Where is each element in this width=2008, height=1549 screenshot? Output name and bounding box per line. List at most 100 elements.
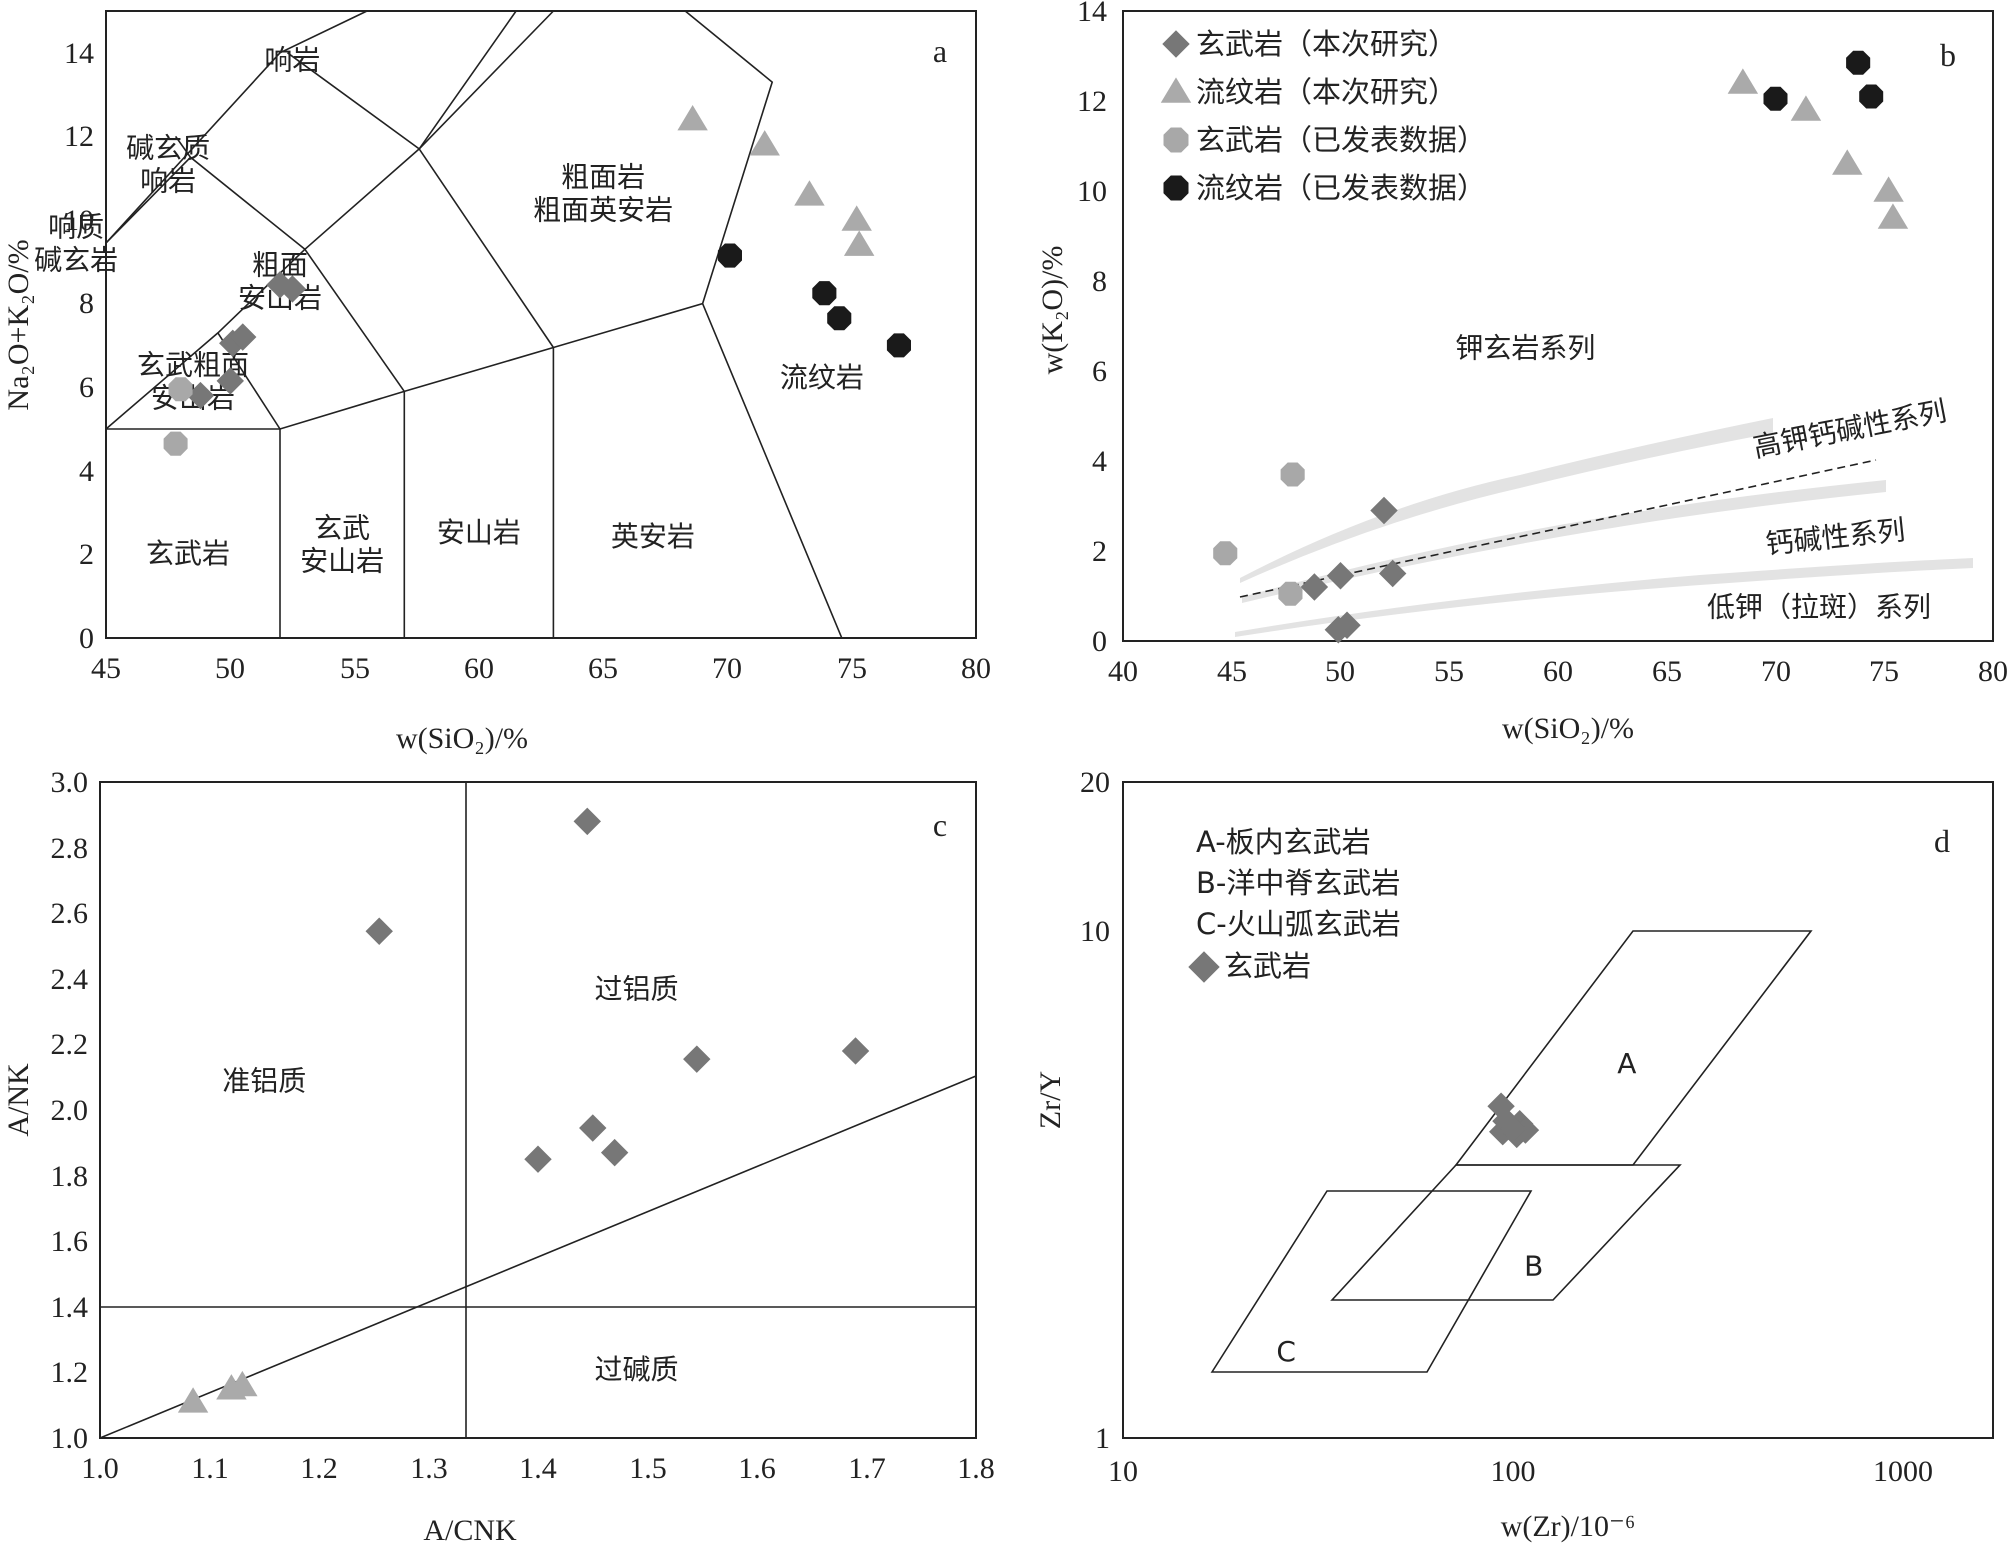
panel-c-y-tick: 2.4 xyxy=(51,963,89,996)
panel-d-x-tick: 100 xyxy=(1491,1455,1536,1488)
rhyolite-triangle-point xyxy=(1727,68,1759,94)
boundary-band-high-k xyxy=(1240,418,1773,583)
panel-a-label: a xyxy=(933,33,947,69)
panel-b-x-tick: 45 xyxy=(1217,655,1247,688)
panel-d-y-tick: 10 xyxy=(1080,915,1110,948)
region-label: 安山岩 xyxy=(300,545,384,578)
panel-d-x-axis-label: w(Zr)/10⁻⁶ xyxy=(1501,1510,1636,1543)
panel-b-x-tick: 50 xyxy=(1325,655,1355,688)
basalt-diamond-point xyxy=(365,917,393,945)
octagon-point xyxy=(886,333,911,358)
legend-label: 玄武岩（本次研究） xyxy=(1196,27,1457,61)
panel-d-x-tick: 10 xyxy=(1108,1455,1138,1488)
octagon-point xyxy=(1278,581,1303,606)
panel-b-y-axis-label: w(K₂O)/% xyxy=(1036,246,1069,375)
octagon-point xyxy=(1213,541,1238,566)
rhyolite-triangle-point xyxy=(677,105,708,131)
basalt-diamond-point xyxy=(524,1145,552,1173)
basalt-diamond-point xyxy=(600,1138,629,1167)
panel-c-x-tick: 1.2 xyxy=(300,1452,338,1485)
panel-b-y-tick: 2 xyxy=(1092,535,1107,568)
panel-b-y-tick: 6 xyxy=(1092,355,1107,388)
panel-a-x-tick: 55 xyxy=(340,652,370,685)
panel-c-label: c xyxy=(933,807,947,843)
panel-b-y-tick: 8 xyxy=(1092,265,1107,298)
legend-marker xyxy=(1163,175,1189,201)
rhyolite-triangle-point xyxy=(1877,203,1909,229)
panel-c-x-tick: 1.7 xyxy=(848,1452,886,1485)
panel-c-y-axis-label: A/NK xyxy=(2,1063,35,1137)
basalt-diamond-point xyxy=(579,1114,607,1142)
panel-a-y-tick: 14 xyxy=(64,37,94,70)
panel-d-label: d xyxy=(1934,823,1950,859)
panel-a-x-tick: 65 xyxy=(588,652,618,685)
legend-marker xyxy=(1162,30,1190,58)
panel-b-x-tick: 70 xyxy=(1761,655,1791,688)
panel-b-legend: 玄武岩（本次研究） 流纹岩（本次研究） 玄武岩（已发表数据） 流纹岩（已发表数据… xyxy=(1160,27,1486,205)
basalt-diamond-point xyxy=(1326,562,1355,590)
region-label: A xyxy=(1617,1047,1636,1080)
field-boundary-line xyxy=(418,148,555,348)
panel-d-y-tick: 20 xyxy=(1080,766,1110,799)
boundary-band-calc-alkaline xyxy=(1242,480,1886,603)
region-label: 安山岩 xyxy=(437,516,521,549)
alumina-saturation-boundaries xyxy=(99,782,977,1439)
panel-c-x-tick: 1.0 xyxy=(81,1452,119,1485)
panel-a-region-labels: 响岩碱玄质响岩响质碱玄岩粗面岩粗面英安岩粗面安山岩玄武粗面安山岩流纹岩玄武岩玄武… xyxy=(34,44,864,578)
panel-d-y-axis-label: Zr/Y xyxy=(1034,1071,1067,1129)
panel-a-y-tick: 6 xyxy=(79,371,94,404)
panel-b-frame xyxy=(1122,10,1994,642)
field-boundary-line xyxy=(106,302,843,639)
rhyolite-triangle-point xyxy=(1790,95,1822,121)
legend-marker xyxy=(1163,127,1189,153)
octagon-point xyxy=(1763,86,1788,111)
region-label: C xyxy=(1276,1335,1296,1368)
panel-b-y-tick: 14 xyxy=(1077,0,1107,28)
octagon-point xyxy=(1280,462,1305,487)
region-label: 过铝质 xyxy=(595,972,679,1005)
panel-c-y-tick: 1.4 xyxy=(51,1291,89,1324)
panel-b-x-tick: 80 xyxy=(1978,655,2008,688)
field-boundary-line xyxy=(684,10,774,304)
basalt-diamond-point xyxy=(683,1045,711,1073)
panel-b: 40 45 50 55 60 65 70 75 80 0 2 4 6 8 10 … xyxy=(1036,0,2008,745)
basalt-diamond-point xyxy=(841,1037,870,1065)
panel-b-x-ticks: 40 45 50 55 60 65 70 75 80 xyxy=(1108,655,2008,688)
panel-b-data-points xyxy=(1213,50,1909,644)
field-boundary-line xyxy=(174,135,306,250)
field-c-volcanic-arc xyxy=(1210,1190,1533,1373)
panel-b-y-tick: 4 xyxy=(1092,445,1107,478)
panel-d-region-labels: A B C xyxy=(1276,1047,1636,1368)
rhyolite-triangle-point xyxy=(1873,176,1904,202)
field-boundary-line xyxy=(105,156,192,244)
panel-c-y-tick: 1.8 xyxy=(51,1160,89,1193)
basalt-diamond-point xyxy=(1378,559,1407,588)
region-label: 英安岩 xyxy=(611,520,695,553)
rhyolite-triangle-point xyxy=(177,1387,209,1413)
panel-a-x-tick: 50 xyxy=(215,652,245,685)
legend-marker xyxy=(1160,77,1192,103)
octagon-point xyxy=(717,243,742,268)
panel-d-y-tick: 1 xyxy=(1095,1422,1110,1455)
basalt-diamond-point xyxy=(1500,1115,1528,1143)
region-label: 玄武 xyxy=(314,512,370,545)
region-label: 玄武岩 xyxy=(146,537,230,570)
rhyolite-triangle-point xyxy=(1832,149,1863,175)
panel-d-frame xyxy=(1122,781,1994,1439)
panel-c-y-tick: 1.0 xyxy=(51,1422,89,1455)
panel-c-x-tick: 1.3 xyxy=(410,1452,448,1485)
panel-d-legend: A-板内玄武岩 B-洋中脊玄武岩 C-火山弧玄武岩 玄武岩 xyxy=(1188,825,1401,983)
panel-a-x-tick: 70 xyxy=(712,652,742,685)
panel-b-y-ticks: 0 2 4 6 8 10 12 14 xyxy=(1077,0,1107,658)
tas-field-boundaries xyxy=(105,10,843,639)
panel-c-x-tick: 1.4 xyxy=(519,1452,557,1485)
panel-a-y-axis-label: Na₂O+K₂O/% xyxy=(2,239,35,410)
panel-c-y-tick: 2.0 xyxy=(51,1094,89,1127)
panel-b-y-tick: 0 xyxy=(1092,625,1107,658)
panel-a-frame xyxy=(105,10,977,639)
region-label: 高钾钙碱性系列 xyxy=(1750,394,1949,464)
panel-a-x-ticks: 45 50 55 60 65 70 75 80 xyxy=(91,652,991,685)
panel-a-y-ticks: 0 2 4 6 8 10 12 14 xyxy=(64,37,94,655)
rhyolite-triangle-point xyxy=(749,130,780,156)
panel-c-x-ticks: 1.0 1.1 1.2 1.3 1.4 1.5 1.6 1.7 1.8 xyxy=(81,1452,995,1485)
